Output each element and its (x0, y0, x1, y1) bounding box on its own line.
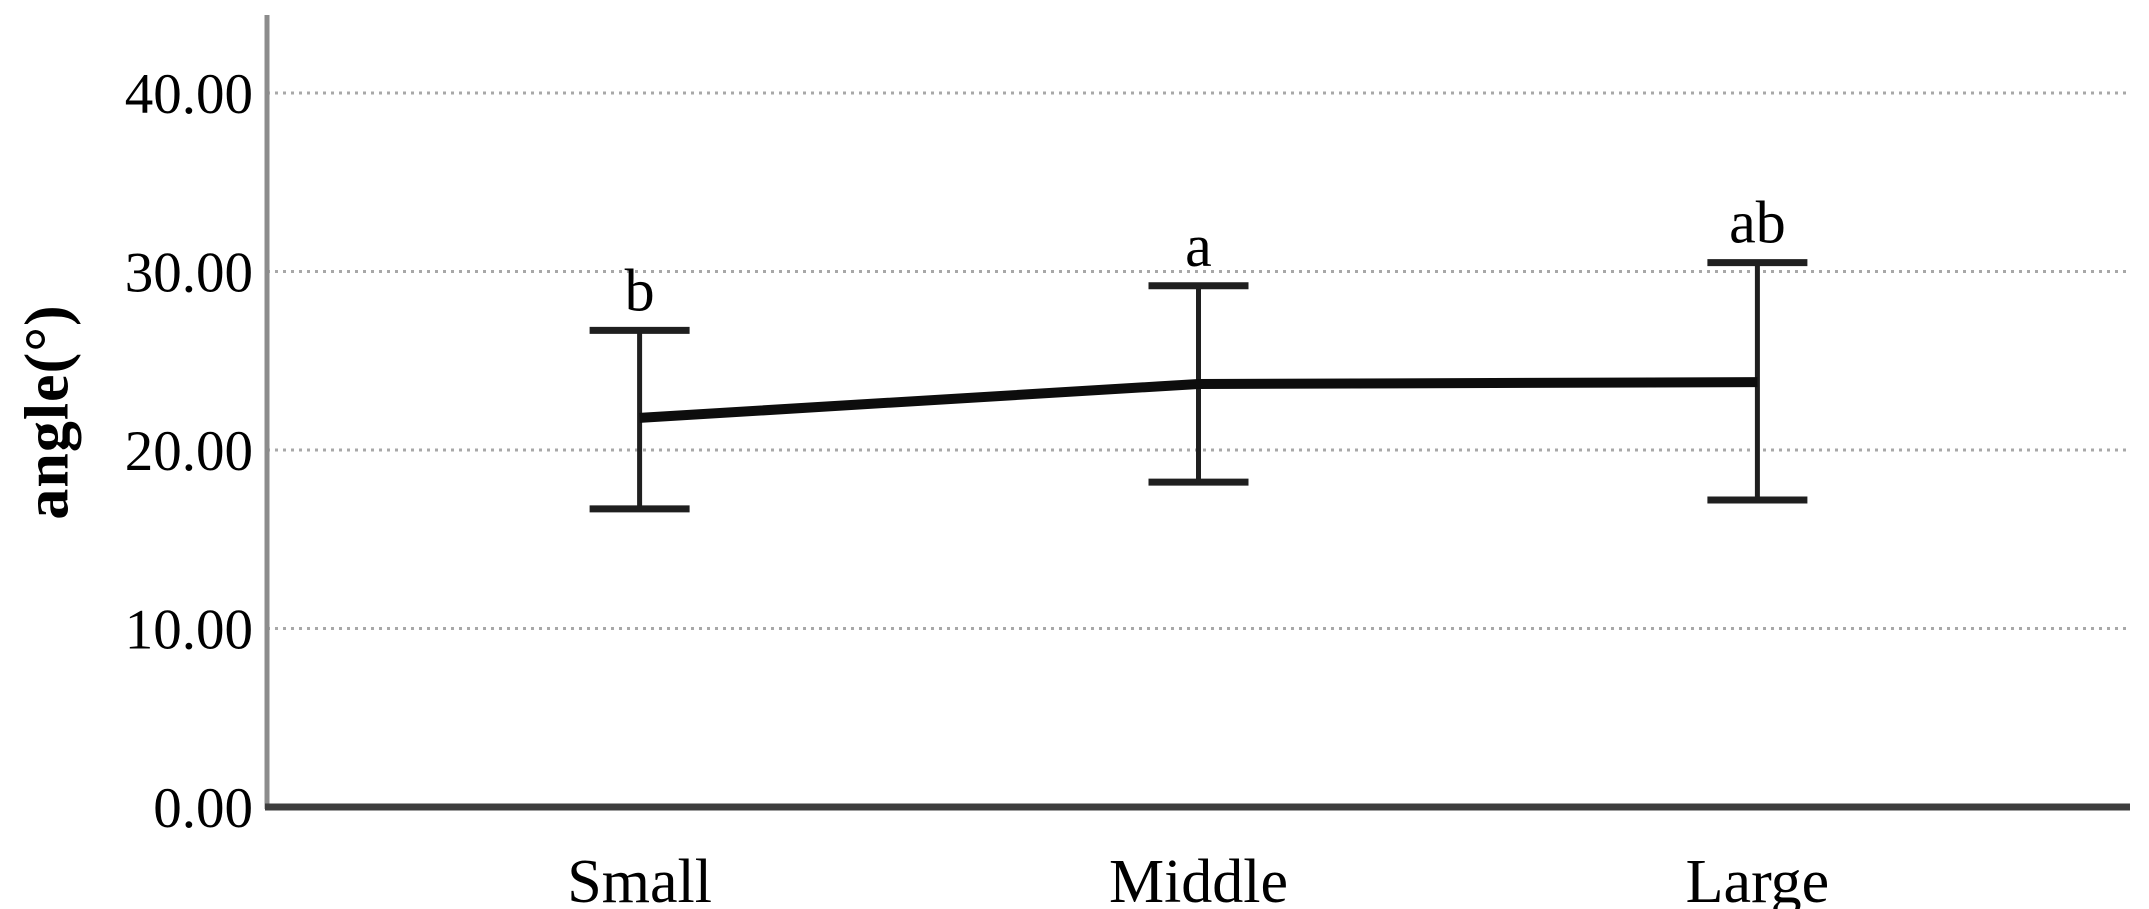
x-category-label-small: Small (567, 848, 712, 909)
x-category-label-middle: Middle (1109, 848, 1288, 909)
y-tick-label: 20.00 (125, 420, 253, 483)
y-tick-label: 30.00 (125, 242, 253, 305)
data-line (639, 377, 1758, 423)
significance-letter-middle: a (1185, 213, 1212, 279)
significance-letter-small: b (625, 257, 655, 323)
y-tick-label: 0.00 (153, 777, 253, 840)
x-category-label-large: Large (1686, 848, 1829, 909)
y-tick-label: 40.00 (125, 63, 253, 126)
y-axis-title: angle(°) (13, 304, 82, 520)
y-tick-label: 10.00 (125, 599, 253, 662)
significance-letter-large: ab (1729, 190, 1786, 256)
